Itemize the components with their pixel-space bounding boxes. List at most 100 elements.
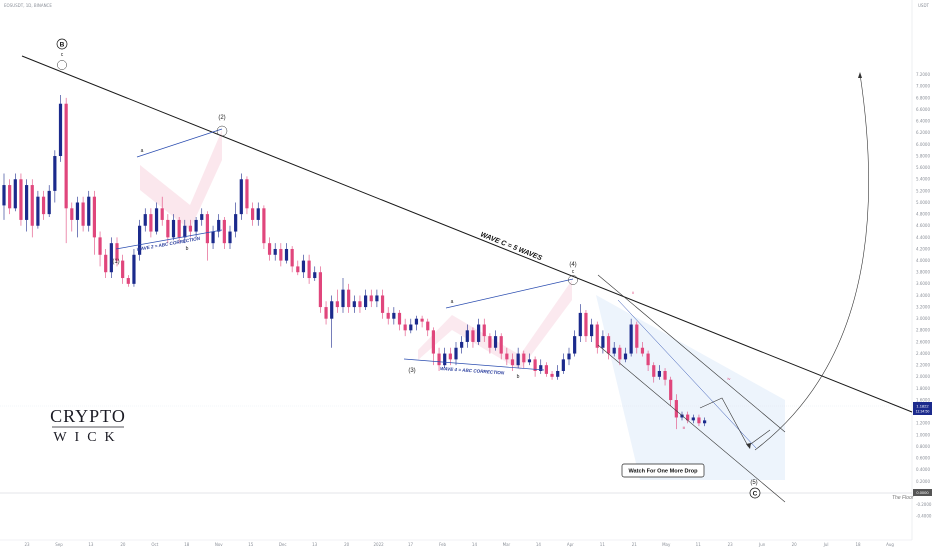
candle-body — [36, 196, 40, 226]
candle-body — [556, 370, 560, 377]
candle-body — [245, 179, 249, 209]
candle-body — [87, 196, 91, 226]
candle-body — [420, 318, 424, 322]
candle-body — [578, 312, 582, 337]
price-tick-label: 4.2000 — [916, 246, 930, 251]
time-tick-label: 14 — [472, 542, 478, 547]
wave4-label: WAVE 4 = ABC CORRECTION — [440, 366, 505, 376]
candle-body — [313, 272, 317, 279]
time-tick-label: 13 — [312, 542, 318, 547]
candle-body — [324, 307, 328, 319]
candle-body — [41, 196, 46, 215]
candle-body — [251, 208, 255, 220]
candle-body — [443, 353, 447, 366]
price-tick-label: 7.2000 — [916, 72, 930, 77]
candle-body — [448, 353, 452, 360]
candle-body — [160, 208, 164, 220]
candle-body — [375, 295, 379, 302]
time-tick-label: Jul — [823, 542, 829, 547]
time-tick-label: Mar — [503, 542, 511, 547]
candle-body — [606, 336, 611, 354]
candle-body — [228, 231, 232, 244]
time-tick-label: 17 — [408, 542, 414, 547]
callout-text: Watch For One More Drop — [628, 469, 698, 475]
candle-body — [544, 365, 548, 374]
channel-lower-line — [597, 344, 786, 503]
candle-body — [109, 243, 113, 273]
candle-body — [13, 179, 17, 209]
candle-body — [81, 202, 85, 226]
candle-body — [522, 353, 526, 363]
candle-body — [53, 156, 57, 191]
candle-body — [652, 365, 656, 377]
candle-body — [171, 219, 176, 238]
candle-body — [58, 103, 63, 157]
candle-body — [104, 254, 108, 273]
candle-body — [234, 214, 238, 232]
candle-body — [341, 289, 345, 308]
candle-body — [364, 295, 368, 308]
candle-body — [527, 359, 532, 363]
wave-c-badge-label: C — [753, 490, 758, 497]
candle-body — [284, 248, 289, 261]
price-tick-label: 5.2000 — [916, 188, 930, 193]
candle-body — [409, 324, 413, 331]
candle-body — [471, 330, 475, 342]
candle-body — [256, 208, 260, 220]
candle-body — [239, 179, 243, 215]
candle-body — [273, 248, 277, 255]
price-tick-label: 1.0000 — [916, 432, 930, 437]
candle-body — [30, 185, 34, 226]
candle-body — [465, 330, 469, 342]
candle-body — [183, 225, 187, 238]
wave-3-label: (3) — [408, 368, 415, 374]
price-tick-label: 5.0000 — [916, 200, 930, 205]
wave2-lower-line — [115, 229, 223, 250]
candle-body — [623, 353, 628, 360]
candle-body — [392, 312, 396, 319]
callout-box — [621, 463, 705, 478]
last-price-time: 11:34:50 — [916, 410, 930, 414]
price-tick-label: 4.6000 — [916, 223, 930, 228]
price-tick-label: -0.4000 — [916, 514, 932, 519]
time-axis-ticks: 23 Sep 13 20 Oct 18 Nov 15 Dec 13 20 2022 17 Feb 14 Mar… — [24, 542, 894, 547]
price-tick-label: 3.2000 — [916, 304, 930, 309]
wave-c-label: WAVE C = 5 WAVES — [479, 231, 543, 262]
time-tick-label: 14 — [536, 542, 542, 547]
price-tick-label: 2.6000 — [916, 339, 930, 344]
candle-body — [510, 359, 515, 366]
candle-body — [47, 190, 51, 215]
wave2-b-label: b — [186, 246, 189, 252]
wave4-a-label: a — [451, 299, 454, 305]
candle-body — [674, 400, 678, 418]
price-tick-label: 0.4000 — [916, 467, 930, 472]
price-tick-label: 2.0000 — [916, 374, 930, 379]
wave-c-badge — [749, 487, 761, 499]
candle-body — [618, 347, 622, 360]
time-tick-label: 23 — [728, 542, 734, 547]
price-tick-label: 1.6000 — [916, 397, 930, 402]
candle-body — [177, 219, 181, 238]
logo-wick: WICK — [53, 430, 122, 445]
candle-body — [584, 312, 588, 337]
price-tick-label: 0.6000 — [916, 456, 930, 461]
candle-body — [460, 341, 464, 348]
wave-1-label: (1) — [112, 259, 119, 265]
candle-body — [488, 336, 492, 348]
candle-body — [635, 324, 639, 348]
candle-body — [205, 214, 209, 244]
candle-body — [335, 301, 339, 308]
pivot-circle-4 — [568, 275, 578, 285]
candle-body — [262, 208, 266, 244]
wave4-correction-shade — [418, 280, 572, 370]
price-tick-label: 7.0000 — [916, 84, 930, 89]
price-tick-label: 5.6000 — [916, 165, 930, 170]
candle-body — [132, 254, 136, 284]
time-tick-label: 13 — [88, 542, 94, 547]
candle-body — [8, 185, 12, 209]
time-tick-label: Apr — [567, 542, 574, 547]
currency-label: USDT — [918, 3, 930, 8]
candle-body — [290, 248, 294, 267]
candle-body — [267, 243, 272, 255]
candle-body — [646, 353, 650, 366]
